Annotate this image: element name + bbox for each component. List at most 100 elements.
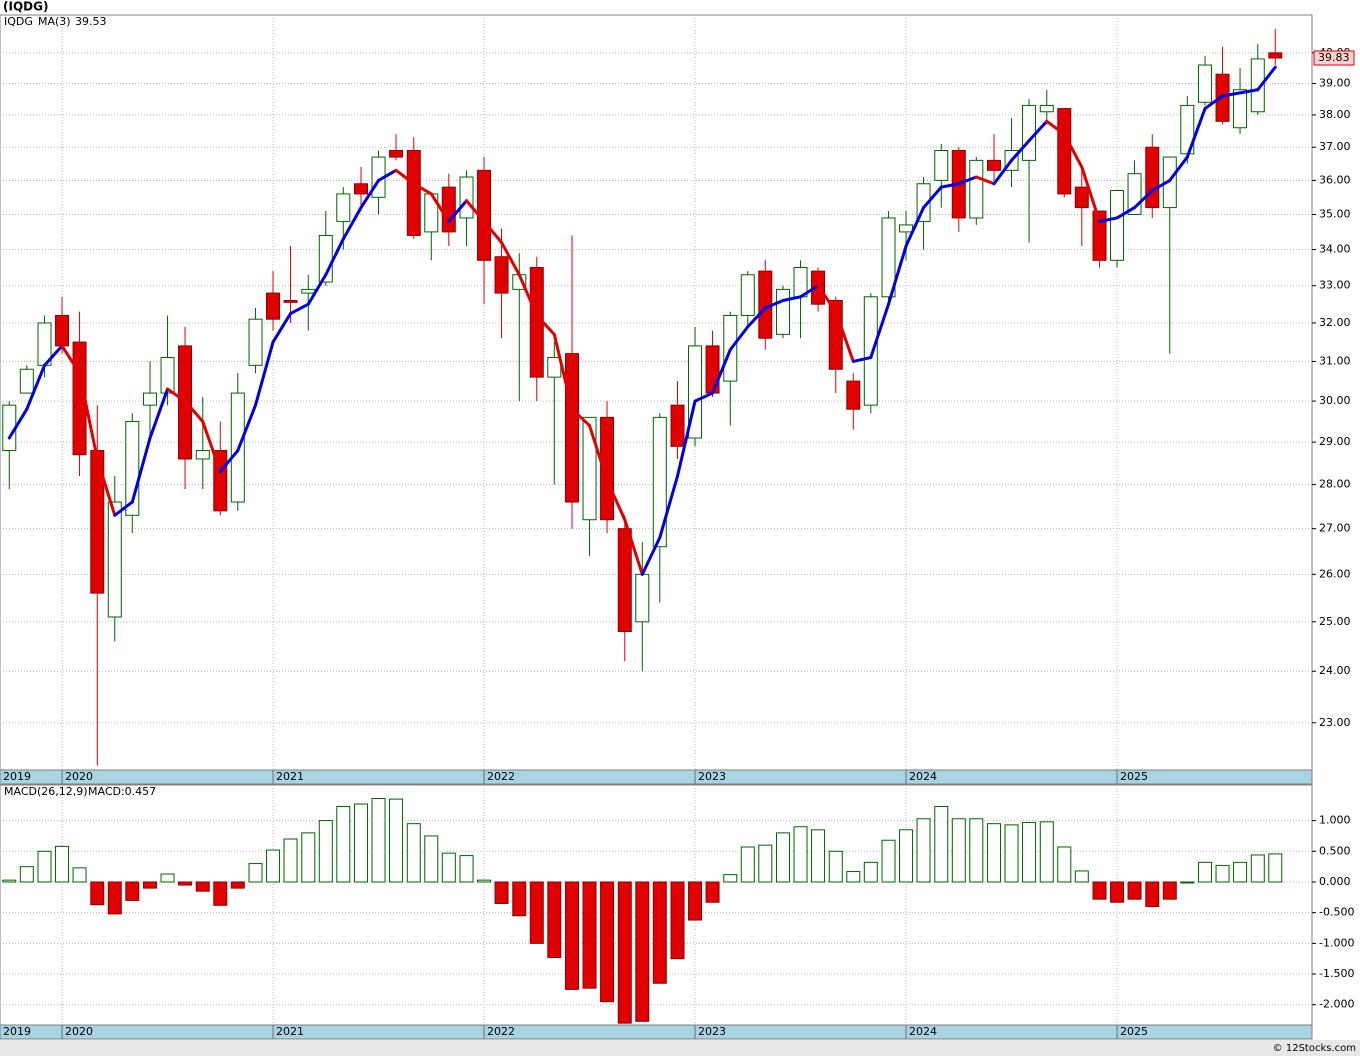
macd-bar: [1268, 853, 1283, 883]
macd-bar: [529, 881, 544, 944]
y-tick-label: 29.00: [1319, 435, 1351, 448]
ma-line: [535, 313, 556, 336]
macd-bar: [811, 829, 826, 883]
candle-body: [1250, 58, 1265, 113]
macd-bar: [670, 881, 685, 960]
candle-body: [652, 416, 667, 548]
y-tick-label: 34.00: [1319, 243, 1351, 256]
macd-bar: [1022, 821, 1037, 883]
candle-body: [899, 224, 914, 233]
ma-line: [447, 199, 469, 223]
legend-symbol: IQDG: [4, 15, 33, 28]
macd-bar: [283, 838, 298, 883]
y-tick-label: -0.500: [1319, 906, 1354, 919]
candle-body: [441, 186, 456, 233]
y-tick-label: 1.000: [1319, 814, 1351, 827]
candle-body: [1145, 146, 1160, 209]
macd-bar: [1180, 881, 1195, 884]
ma-line: [60, 344, 82, 375]
x-tick-label: 2019: [3, 770, 31, 783]
candle-body: [881, 217, 896, 298]
ma-line: [799, 284, 820, 299]
y-tick-label: 30.00: [1319, 394, 1351, 407]
ma-line: [1256, 65, 1277, 92]
candle-body: [934, 149, 949, 181]
macd-bar: [1198, 861, 1213, 883]
candle-body: [1039, 104, 1054, 113]
candle-body: [969, 159, 984, 219]
macd-bar: [863, 861, 878, 883]
ma-line: [201, 419, 222, 474]
ma-line: [517, 273, 539, 317]
macd-bar: [1145, 881, 1160, 908]
candle-body: [1110, 190, 1125, 261]
macd-bar: [1057, 846, 1072, 883]
ma-line: [1133, 189, 1154, 210]
candle-body: [1198, 64, 1213, 103]
ma-line: [394, 168, 416, 186]
candle-body: [987, 159, 1002, 171]
x-tick-label: 2025: [1120, 1025, 1148, 1038]
ma-line: [1221, 91, 1242, 98]
macd-bar: [758, 844, 773, 883]
y-tick-label: 0.500: [1319, 844, 1351, 857]
ma-line: [552, 332, 574, 411]
ma-line: [271, 312, 293, 344]
y-tick-label: 32.00: [1319, 316, 1351, 329]
ma-line: [1150, 178, 1172, 193]
last-price: 39.83: [1318, 51, 1350, 64]
ma-line: [588, 424, 609, 482]
candle-body: [195, 450, 210, 460]
macd-bar: [1233, 861, 1248, 883]
macd-bar: [1074, 870, 1089, 883]
macd-bar: [916, 818, 931, 883]
macd-bar: [266, 849, 281, 883]
candle-body: [582, 416, 597, 521]
y-tick-label: 37.00: [1319, 140, 1351, 153]
legend-value: 39.53: [75, 15, 107, 28]
y-tick-label: 35.00: [1319, 207, 1351, 220]
candle-body: [565, 353, 580, 503]
ma-line: [834, 310, 855, 363]
macd-bar: [600, 881, 615, 1003]
ma-line: [974, 175, 996, 186]
macd-bar: [336, 805, 351, 883]
macd-bar: [547, 881, 562, 958]
y-tick-label: 25.00: [1319, 615, 1351, 628]
ma-line: [341, 206, 363, 241]
ma-line: [429, 192, 451, 223]
candle-body: [406, 149, 421, 236]
candle-body: [90, 450, 105, 594]
x-tick-label: 2021: [276, 770, 304, 783]
macd-bar: [776, 832, 791, 883]
macd-bar: [2, 879, 17, 883]
macd-bar: [178, 881, 193, 886]
ma-line: [728, 325, 750, 352]
ma-line: [482, 219, 504, 244]
ma-line: [289, 302, 310, 316]
x-tick-label: 2024: [909, 770, 937, 783]
ma-line: [676, 399, 697, 478]
x-tick-label: 2020: [65, 770, 93, 783]
ma-line: [324, 237, 345, 277]
macd-bar: [406, 823, 421, 883]
x-tick-label: 2022: [487, 770, 515, 783]
ma-line: [992, 158, 1014, 186]
y-tick-label: 38.00: [1319, 108, 1351, 121]
x-tick-label: 2019: [3, 1025, 31, 1038]
macd-bar: [951, 818, 966, 883]
macd-bar: [37, 850, 52, 883]
candle-body: [389, 149, 404, 158]
candle-body: [336, 193, 351, 222]
ma-line: [113, 500, 134, 517]
macd-bar: [494, 881, 509, 904]
footer-strip: [0, 1040, 1360, 1056]
ma-line: [904, 206, 926, 248]
macd-bar: [723, 874, 738, 883]
ma-line: [1010, 139, 1031, 162]
macd-bar: [248, 863, 263, 883]
candle-body: [600, 416, 615, 521]
ma-line: [254, 340, 275, 407]
ma-line: [465, 199, 486, 223]
macd-bar: [477, 879, 492, 883]
